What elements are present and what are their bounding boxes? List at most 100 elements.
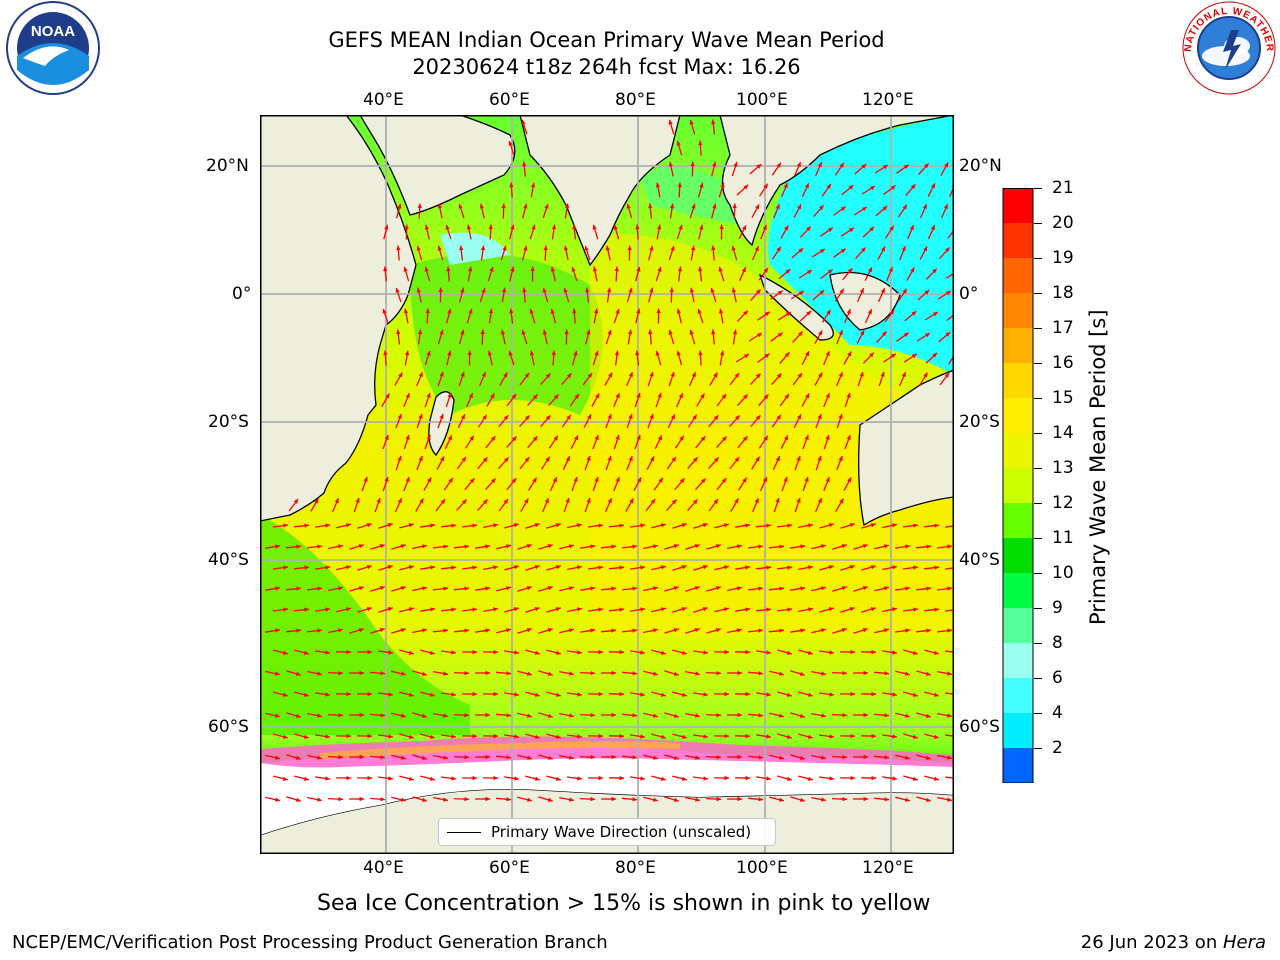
wave-arrow-head xyxy=(947,671,952,676)
wave-arrow-head xyxy=(317,713,322,718)
wave-arrow-head xyxy=(775,204,780,209)
wave-arrow-head xyxy=(400,628,406,633)
wave-arrow-head xyxy=(367,691,373,697)
wave-arrow-head xyxy=(619,691,625,697)
wave-arrow-head xyxy=(715,544,721,549)
wave-arrow-head xyxy=(460,287,465,293)
colorbar-tick-mark xyxy=(1034,188,1042,189)
wave-arrow-head xyxy=(829,734,834,739)
wave-arrow-head xyxy=(808,523,813,528)
wave-arrow-head xyxy=(607,329,612,335)
wave-arrow-head xyxy=(427,477,432,483)
wave-arrow-head xyxy=(416,287,421,293)
wave-arrow-head xyxy=(925,671,931,676)
wave-arrow-head xyxy=(766,565,771,570)
wave-arrow-head xyxy=(860,330,865,336)
wave-arrow-head xyxy=(764,353,770,358)
wave-arrow-head xyxy=(325,523,330,528)
wave-arrow-head xyxy=(317,797,322,802)
wave-arrow-head xyxy=(585,287,590,293)
wave-arrow-head xyxy=(698,140,703,146)
wave-arrow-head xyxy=(468,393,473,399)
wave-arrow-head xyxy=(408,565,414,570)
wave-arrow-head xyxy=(905,586,910,591)
wave-arrow-head xyxy=(534,776,540,781)
wave-arrow-head xyxy=(724,733,730,739)
lat-tick-left-60s: 60°S xyxy=(208,717,249,737)
wave-arrow-head xyxy=(933,776,939,781)
wave-arrow-head xyxy=(566,373,572,379)
wave-arrow-head xyxy=(691,372,696,378)
wave-arrow-head xyxy=(523,245,528,251)
sea-ice-white xyxy=(260,745,954,835)
wave-arrow-head xyxy=(388,650,393,655)
colorbar-tick-label: 9 xyxy=(1052,598,1063,618)
noaa-logo-text: NOAA xyxy=(31,23,75,40)
wave-arrow-head xyxy=(598,733,604,739)
wave-arrow-head xyxy=(553,435,558,441)
wave-arrow-head xyxy=(438,287,443,292)
wave-arrow-head xyxy=(670,371,675,377)
wave-arrow-head xyxy=(387,607,393,612)
lon-tick-bottom-100e: 100°E xyxy=(736,858,788,878)
wave-arrow-head xyxy=(506,713,511,718)
wave-arrow-head xyxy=(859,371,864,377)
wave-arrow-head xyxy=(825,393,830,398)
colorbar-tick-label: 12 xyxy=(1052,493,1074,513)
wave-arrow-head xyxy=(669,203,675,209)
wave-arrow-head xyxy=(694,586,700,591)
wave-arrow-head xyxy=(586,329,591,335)
lat-tick-right-0: 0° xyxy=(959,284,979,304)
wave-arrow-head xyxy=(615,393,620,399)
wave-arrow-head xyxy=(396,245,401,251)
wave-arrow-head xyxy=(626,203,631,209)
wave-arrow-head xyxy=(850,649,856,655)
wave-arrow-head xyxy=(779,544,784,549)
wave-arrow-head xyxy=(892,776,897,781)
wave-arrow-head xyxy=(555,776,561,781)
wave-arrow-head xyxy=(863,754,869,760)
wave-arrow-head xyxy=(408,607,414,612)
wave-arrow-head xyxy=(534,523,540,528)
wave-arrow-head xyxy=(598,649,604,655)
wave-arrow-head xyxy=(445,224,450,230)
wave-arrow-head xyxy=(657,435,662,441)
wave-arrow-head xyxy=(776,246,781,252)
wave-arrow-head xyxy=(491,478,496,484)
wave-arrow-head xyxy=(501,287,507,293)
wave-arrow-head xyxy=(870,607,876,612)
colorbar-swatch xyxy=(1003,188,1033,223)
wave-arrow-head xyxy=(346,775,352,781)
wave-arrow-head xyxy=(648,329,653,335)
wave-arrow-head xyxy=(787,607,792,612)
wave-arrow-head xyxy=(325,692,330,697)
wave-arrow-head xyxy=(653,713,658,718)
wave-arrow-head xyxy=(842,755,848,760)
wave-arrow-head xyxy=(758,544,763,549)
wave-arrow-head xyxy=(805,351,809,357)
wave-arrow-head xyxy=(737,670,743,676)
wave-arrow-head xyxy=(838,372,843,378)
wave-arrow-head xyxy=(660,734,666,739)
wave-arrow-head xyxy=(804,435,809,440)
wave-arrow-head xyxy=(573,350,578,356)
wave-arrow-head xyxy=(741,267,746,273)
wave-arrow-head xyxy=(681,523,687,528)
wave-arrow-head xyxy=(397,203,402,209)
wave-arrow-head xyxy=(640,650,645,655)
wave-arrow-head xyxy=(702,607,708,612)
wave-arrow-head xyxy=(884,544,889,549)
colorbar-tick-mark xyxy=(1034,503,1042,504)
wave-arrow-head xyxy=(594,308,599,314)
wave-arrow-head xyxy=(592,224,597,230)
wave-arrow-head xyxy=(550,308,555,314)
wave-arrow-head xyxy=(569,755,574,760)
wave-arrow-head xyxy=(742,394,748,400)
wave-arrow-head xyxy=(871,775,877,781)
wave-arrow-head xyxy=(932,352,938,358)
wave-arrow-head xyxy=(598,607,603,612)
wave-arrow-head xyxy=(503,372,508,378)
wave-arrow-head xyxy=(632,713,637,718)
wave-arrow-head xyxy=(690,161,695,167)
wave-arrow-head xyxy=(430,565,435,570)
